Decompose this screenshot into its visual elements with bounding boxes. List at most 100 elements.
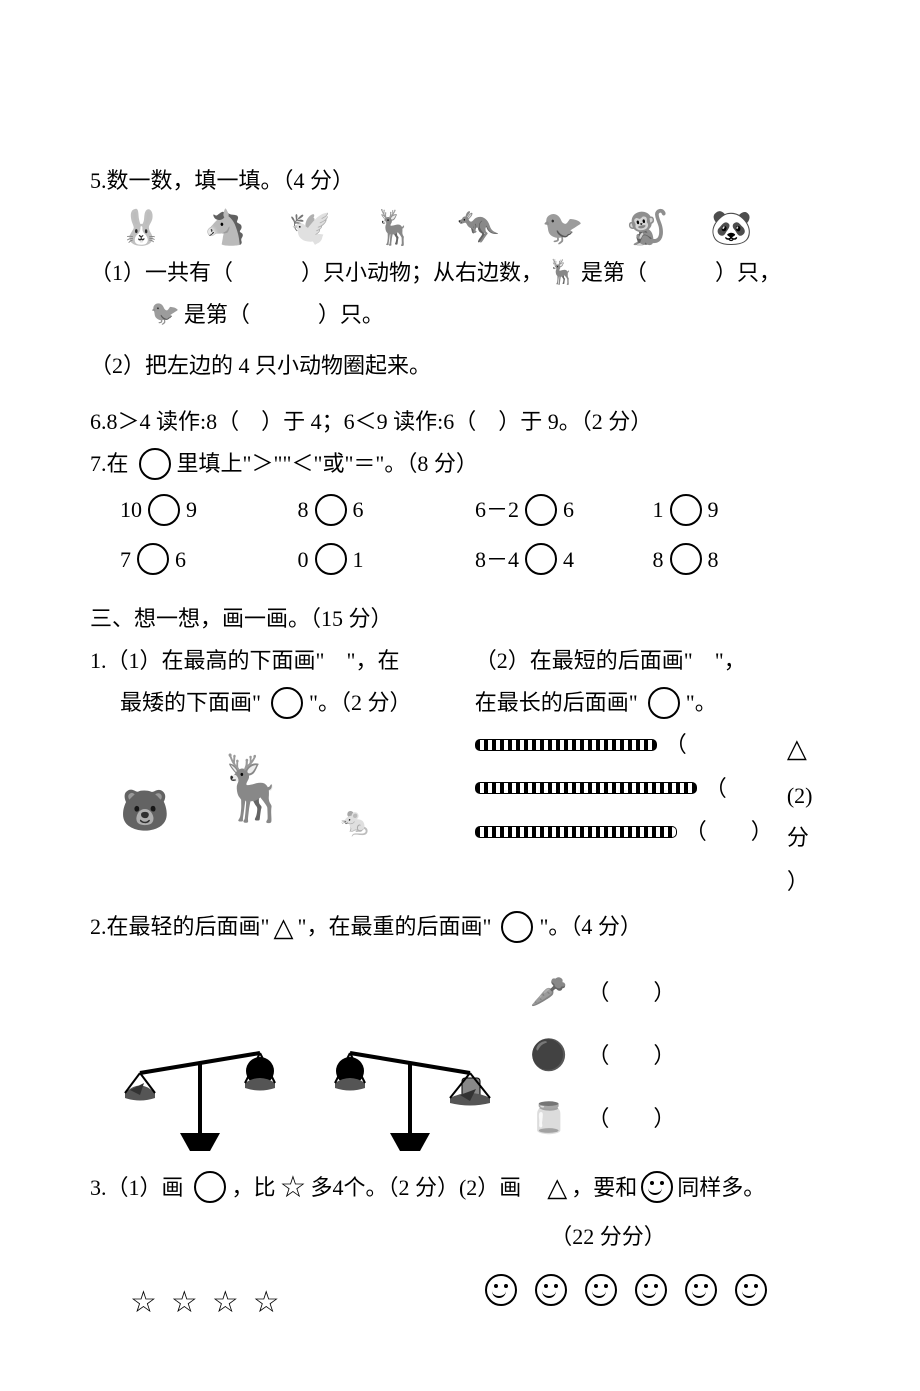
q5-p1-f: ）只。 — [318, 294, 384, 336]
chain-icon — [475, 739, 657, 751]
q3-2-a: 2.在最轻的后面画" — [90, 906, 269, 948]
q7-title-a: 7.在 — [90, 443, 129, 485]
q7-left: 10 — [120, 489, 142, 531]
q3-3-b: ，比 — [232, 1167, 276, 1209]
paren-blank[interactable]: （ — [665, 724, 731, 766]
q3-1b-pts: (2)分 — [787, 775, 830, 859]
item-row: ⚫ （ ） — [530, 1027, 675, 1084]
q3-1a-animals: 🐻 🦌 🐁 — [120, 728, 475, 850]
q7-right: 4 — [563, 539, 574, 581]
compare-blank[interactable] — [315, 494, 347, 526]
q5-p1-c: 是第（ — [581, 252, 647, 294]
q7-cell: 6－2 6 — [475, 489, 653, 531]
q3-1b-col: （2）在最短的后面画" "， 在最长的后面画" "。 （ （ （ ） △ (2)… — [475, 640, 830, 902]
close-paren: ） — [787, 861, 809, 903]
paren-blank[interactable]: （ ） — [587, 972, 675, 1014]
q3-2-title: 2.在最轻的后面画" △ "，在最重的后面画" "。（4 分） — [90, 903, 830, 952]
q3-2-items: 🥕 （ ） ⚫ （ ） 🫙 （ ） — [530, 958, 675, 1153]
q5-p1-b: ）只小动物；从右边数， — [301, 252, 543, 294]
q7-cell: 01 — [298, 539, 476, 581]
section3-heading: 三、想一想，画一画。（15 分） — [90, 598, 830, 640]
stars-col: ☆ ☆ ☆ ☆ — [90, 1258, 475, 1331]
q7-right: 9 — [186, 489, 197, 531]
q3-1b-l2-b: "。 — [686, 682, 717, 724]
compare-blank[interactable] — [525, 543, 557, 575]
star-icon: ☆ — [253, 1274, 280, 1331]
stars-row: ☆ ☆ ☆ ☆ — [130, 1274, 475, 1331]
q5-p1-e: 是第（ — [184, 294, 250, 336]
circle-icon — [501, 911, 533, 943]
q3-2-c: "。（4 分） — [539, 906, 641, 948]
bear-icon: 🐻 — [120, 773, 170, 849]
q3-1a-l2-a: 最矮的下面画" — [120, 682, 261, 724]
chain-icon — [475, 826, 677, 838]
compare-blank[interactable] — [670, 494, 702, 526]
bird-icon: 🐦 — [542, 212, 584, 246]
jar-icon: 🫙 — [530, 1090, 567, 1147]
q3-1b-l2-a: 在最长的后面画" — [475, 682, 638, 724]
q5-p1-d: ）只， — [715, 252, 781, 294]
q5-p1-a: （1）一共有（ — [90, 252, 233, 294]
q7-right: 1 — [353, 539, 364, 581]
paren-blank[interactable]: （ ） — [587, 1035, 675, 1077]
circle-icon — [271, 687, 303, 719]
q7-cell: 10 9 — [120, 489, 298, 531]
smile-icon — [641, 1171, 673, 1203]
q3-1a-l2-b: "。（2 分） — [309, 682, 411, 724]
smiles-col — [475, 1258, 830, 1331]
triangle-icon: △ — [787, 724, 807, 773]
q7-left: 8 — [298, 489, 309, 531]
chain-row: （ — [475, 724, 731, 766]
carrot-icon: 🥕 — [530, 964, 567, 1021]
q7-title-b: 里填上"＞""＜"或"＝"。（8 分） — [177, 443, 478, 485]
compare-blank[interactable] — [315, 543, 347, 575]
q5-p2: （2）把左边的 4 只小动物圈起来。 — [90, 345, 830, 387]
compare-blank[interactable] — [148, 494, 180, 526]
deer-icon: 🦌 — [373, 212, 415, 246]
deer-inline-icon: 🦌 — [547, 261, 577, 285]
q7-right: 6 — [563, 489, 574, 531]
scale-left-icon — [110, 1043, 290, 1153]
q7-left: 6－2 — [475, 489, 519, 531]
compare-blank[interactable] — [137, 543, 169, 575]
q7-left: 8－4 — [475, 539, 519, 581]
q7-left: 1 — [653, 489, 664, 531]
q3-3-pts: （22 分分） — [386, 1216, 830, 1258]
paren-blank[interactable]: （ — [705, 768, 771, 810]
ball-icon: ⚫ — [530, 1027, 567, 1084]
circle-icon — [194, 1171, 226, 1203]
panda-icon: 🐼 — [710, 212, 752, 246]
item-row: 🥕 （ ） — [530, 964, 675, 1021]
q7-cell: 76 — [120, 539, 298, 581]
q5-p1-line2: 🐦 是第（ ）只。 — [150, 294, 830, 336]
q7-cell: 88 — [653, 539, 831, 581]
compare-blank[interactable] — [670, 543, 702, 575]
q3-2-scales: 🥕 （ ） ⚫ （ ） 🫙 （ ） — [110, 958, 830, 1153]
paren-blank[interactable]: （ ） — [685, 811, 773, 853]
q3-1-row: 1.（1）在最高的下面画" "，在 最矮的下面画" "。（2 分） 🐻 🦌 🐁 … — [90, 640, 830, 902]
q3-3-title: 3.（1）画 ，比 ☆ 多4个。（2 分）(2）画 △ ，要和 同样多。 — [90, 1159, 830, 1216]
star-icon: ☆ — [212, 1274, 239, 1331]
q3-3-a: 3.（1）画 — [90, 1167, 184, 1209]
q3-3-figures: ☆ ☆ ☆ ☆ — [90, 1258, 830, 1331]
triangle-icon: △ — [273, 903, 293, 952]
q3-1b-l1: （2）在最短的后面画" "， — [475, 640, 830, 682]
q7-right: 8 — [708, 539, 719, 581]
q7-left: 7 — [120, 539, 131, 581]
paren-blank[interactable]: （ ） — [587, 1098, 675, 1140]
worksheet-page: 5.数一数，填一填。（4 分） 🐰 🐴 🕊️ 🦌 🦘 🐦 🐒 🐼 （1）一共有（… — [0, 0, 920, 1391]
kangaroo-icon: 🦘 — [457, 212, 499, 246]
item-row: 🫙 （ ） — [530, 1090, 675, 1147]
q3-3-e: 同样多。 — [677, 1167, 765, 1209]
compare-blank[interactable] — [525, 494, 557, 526]
q3-2-b: "，在最重的后面画" — [297, 906, 491, 948]
q7-title: 7.在 里填上"＞""＜"或"＝"。（8 分） — [90, 443, 830, 485]
q3-1a-l2: 最矮的下面画" "。（2 分） — [120, 682, 475, 724]
q7-right: 6 — [353, 489, 364, 531]
q3-1b-side: △ (2)分 ） — [787, 724, 830, 903]
q3-1b-lengths-wrap: （ （ （ ） △ (2)分 ） — [475, 724, 830, 903]
q5-title: 5.数一数，填一填。（4 分） — [90, 160, 830, 202]
q5-p1-line1: （1）一共有（ ）只小动物；从右边数， 🦌 是第（ ）只， — [90, 252, 830, 294]
deer-big-icon: 🦌 — [214, 728, 294, 850]
bird-inline-icon: 🐦 — [150, 302, 180, 326]
